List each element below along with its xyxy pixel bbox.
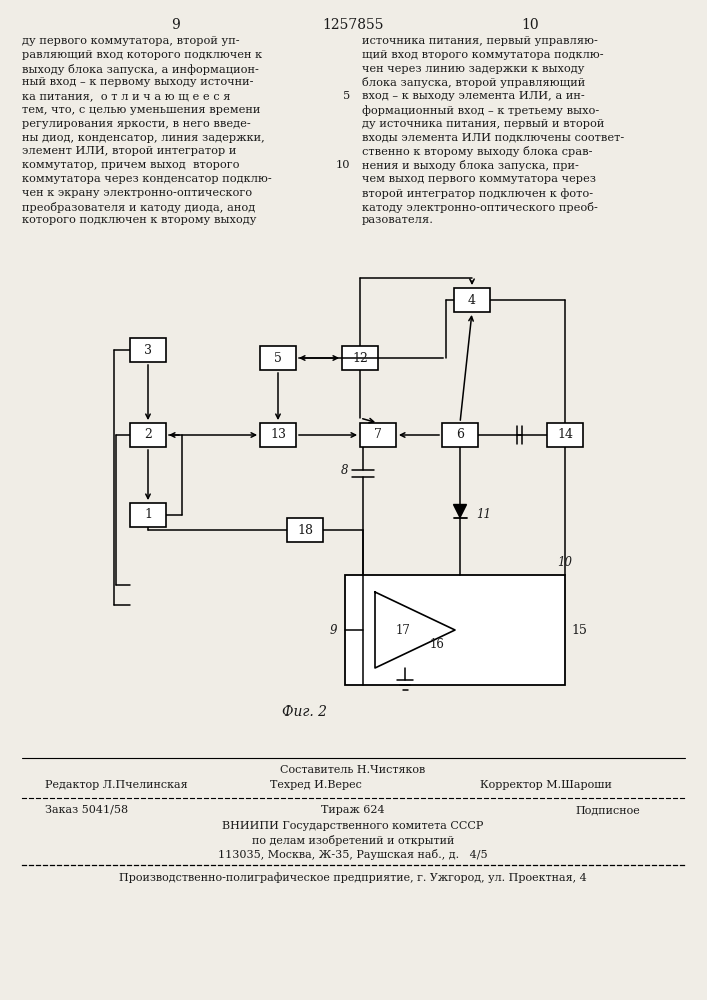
- Text: Фиг. 2: Фиг. 2: [283, 705, 327, 719]
- Text: источника питания, первый управляю-: источника питания, первый управляю-: [362, 36, 598, 46]
- Text: Корректор М.Шароши: Корректор М.Шароши: [480, 780, 612, 790]
- Text: коммутатора через конденсатор подклю-: коммутатора через конденсатор подклю-: [22, 174, 271, 184]
- Text: Тираж 624: Тираж 624: [321, 805, 385, 815]
- Text: ственно к второму выходу блока срав-: ственно к второму выходу блока срав-: [362, 146, 592, 157]
- Text: Заказ 5041/58: Заказ 5041/58: [45, 805, 128, 815]
- Text: 5: 5: [274, 352, 282, 364]
- Polygon shape: [453, 504, 467, 518]
- Bar: [130, 338, 166, 362]
- Text: тем, что, с целью уменьшения времени: тем, что, с целью уменьшения времени: [22, 105, 260, 115]
- Text: чен через линию задержки к выходу: чен через линию задержки к выходу: [362, 64, 585, 74]
- Text: 113035, Москва, Ж-35, Раушская наб., д.   4/5: 113035, Москва, Ж-35, Раушская наб., д. …: [218, 849, 488, 860]
- Text: Подписное: Подписное: [575, 805, 640, 815]
- Text: Производственно-полиграфическое предприятие, г. Ужгород, ул. Проектная, 4: Производственно-полиграфическое предприя…: [119, 872, 587, 883]
- Text: формационный вход – к третьему выхо-: формационный вход – к третьему выхо-: [362, 105, 600, 116]
- Text: 5: 5: [343, 91, 350, 101]
- Text: 14: 14: [557, 428, 573, 442]
- Bar: [442, 423, 478, 447]
- Bar: [130, 423, 166, 447]
- Text: второй интегратор подключен к фото-: второй интегратор подключен к фото-: [362, 188, 593, 199]
- Text: 12: 12: [352, 352, 368, 364]
- Text: ка питания,  о т л и ч а ю щ е е с я: ка питания, о т л и ч а ю щ е е с я: [22, 91, 230, 101]
- Text: 1257855: 1257855: [322, 18, 384, 32]
- Text: 4: 4: [468, 294, 476, 306]
- Text: 1: 1: [144, 508, 152, 522]
- Text: ду первого коммутатора, второй уп-: ду первого коммутатора, второй уп-: [22, 36, 240, 46]
- Text: 17: 17: [395, 624, 411, 637]
- Text: 13: 13: [270, 428, 286, 442]
- Text: блока запуска, второй управляющий: блока запуска, второй управляющий: [362, 77, 585, 88]
- Text: разователя.: разователя.: [362, 215, 434, 225]
- Text: ВНИИПИ Государственного комитета СССР: ВНИИПИ Государственного комитета СССР: [222, 821, 484, 831]
- Text: преобразователя и катоду диода, анод: преобразователя и катоду диода, анод: [22, 202, 255, 213]
- Bar: [454, 288, 490, 312]
- Bar: [345, 575, 565, 685]
- Text: ны диод, конденсатор, линия задержки,: ны диод, конденсатор, линия задержки,: [22, 133, 264, 143]
- Text: ный вход – к первому выходу источни-: ный вход – к первому выходу источни-: [22, 77, 254, 87]
- Text: 15: 15: [571, 624, 587, 637]
- Text: 18: 18: [297, 524, 313, 536]
- Text: Составитель Н.Чистяков: Составитель Н.Чистяков: [281, 765, 426, 775]
- Text: 7: 7: [374, 428, 382, 442]
- Text: ду источника питания, первый и второй: ду источника питания, первый и второй: [362, 119, 604, 129]
- Text: по делам изобретений и открытий: по делам изобретений и открытий: [252, 835, 454, 846]
- Text: чем выход первого коммутатора через: чем выход первого коммутатора через: [362, 174, 596, 184]
- Text: равляющий вход которого подключен к: равляющий вход которого подключен к: [22, 50, 262, 60]
- Text: 2: 2: [144, 428, 152, 442]
- Text: 9: 9: [329, 624, 337, 637]
- Text: чен к экрану электронно-оптического: чен к экрану электронно-оптического: [22, 188, 252, 198]
- Text: вход – к выходу элемента ИЛИ, а ин-: вход – к выходу элемента ИЛИ, а ин-: [362, 91, 585, 101]
- Text: Техред И.Верес: Техред И.Верес: [270, 780, 362, 790]
- Text: выходу блока запуска, а информацион-: выходу блока запуска, а информацион-: [22, 64, 259, 75]
- Text: входы элемента ИЛИ подключены соответ-: входы элемента ИЛИ подключены соответ-: [362, 133, 624, 143]
- Text: 3: 3: [144, 344, 152, 357]
- Text: 10: 10: [557, 556, 572, 569]
- Bar: [360, 423, 396, 447]
- Text: элемент ИЛИ, второй интегратор и: элемент ИЛИ, второй интегратор и: [22, 146, 236, 156]
- Text: 10: 10: [521, 18, 539, 32]
- Text: катоду электронно-оптического преоб-: катоду электронно-оптического преоб-: [362, 202, 598, 213]
- Text: нения и выходу блока запуска, при-: нения и выходу блока запуска, при-: [362, 160, 579, 171]
- Bar: [260, 346, 296, 370]
- Text: регулирования яркости, в него введе-: регулирования яркости, в него введе-: [22, 119, 251, 129]
- Text: коммутатор, причем выход  второго: коммутатор, причем выход второго: [22, 160, 240, 170]
- Text: 16: 16: [430, 638, 445, 650]
- Text: щий вход второго коммутатора подклю-: щий вход второго коммутатора подклю-: [362, 50, 604, 60]
- Bar: [287, 518, 323, 542]
- Text: 11: 11: [476, 508, 491, 522]
- Text: Редактор Л.Пчелинская: Редактор Л.Пчелинская: [45, 780, 187, 790]
- Bar: [342, 346, 378, 370]
- Text: которого подключен к второму выходу: которого подключен к второму выходу: [22, 215, 257, 225]
- Text: 8: 8: [341, 464, 348, 478]
- Bar: [260, 423, 296, 447]
- Text: 9: 9: [172, 18, 180, 32]
- Text: 6: 6: [456, 428, 464, 442]
- Bar: [130, 503, 166, 527]
- Text: 10: 10: [336, 160, 350, 170]
- Bar: [547, 423, 583, 447]
